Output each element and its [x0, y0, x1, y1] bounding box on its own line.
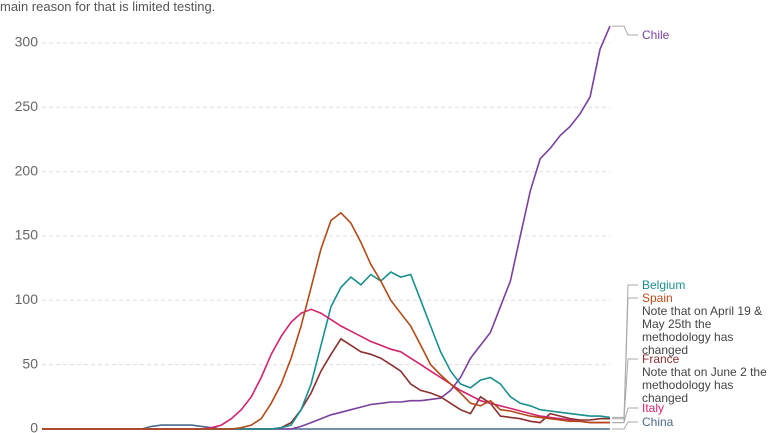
- label-connector: [612, 297, 638, 424]
- y-tick-label: 250: [15, 98, 39, 114]
- label-connector: [612, 25, 638, 36]
- label-connector: [612, 358, 638, 420]
- label-connector: [612, 421, 638, 430]
- subtitle: main reason for that is limited testing.: [0, 0, 216, 14]
- series-note: Note that on April 19 & May 25th the met…: [642, 304, 763, 357]
- y-tick-label: 100: [15, 291, 39, 307]
- series-label: Spain: [642, 291, 673, 305]
- y-tick-label: 300: [15, 34, 39, 50]
- series-line: [42, 25, 611, 430]
- series-label: China: [642, 415, 674, 429]
- y-tick-label: 200: [15, 162, 39, 178]
- series-line: [42, 211, 610, 430]
- series-label: Italy: [642, 401, 665, 415]
- y-tick-label: 0: [30, 420, 38, 433]
- y-tick-label: 150: [15, 227, 39, 243]
- y-tick-label: 50: [22, 355, 38, 371]
- series-label: Chile: [642, 28, 670, 42]
- series-label: Belgium: [642, 278, 686, 292]
- series-line: [42, 271, 611, 430]
- series-label: France: [642, 352, 680, 366]
- series-note: Note that on June 2 the methodology has …: [642, 365, 767, 405]
